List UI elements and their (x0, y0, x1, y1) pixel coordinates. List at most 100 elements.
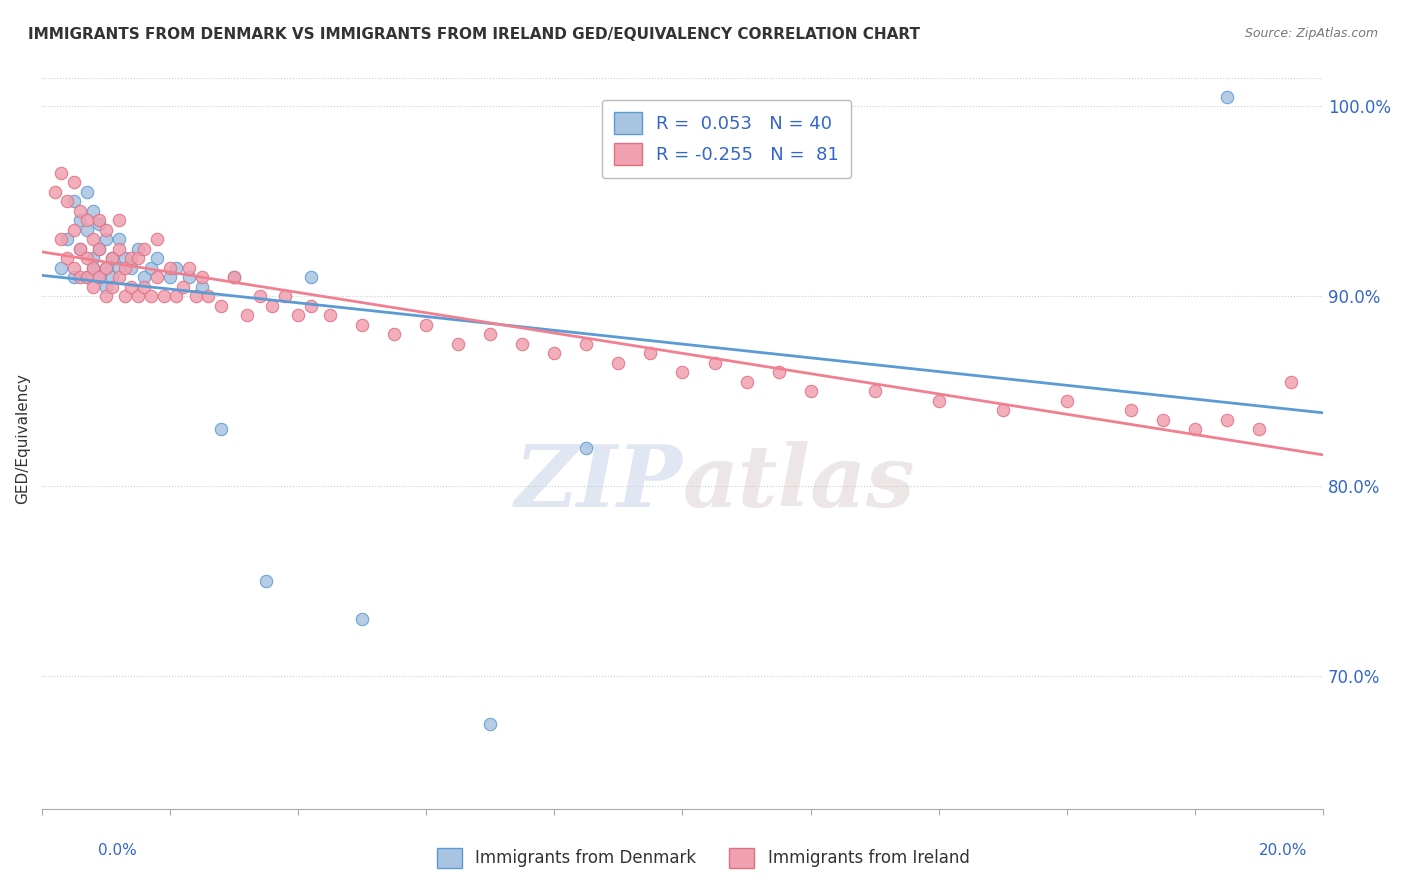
Point (63, 176, 86, 190)
Point (299, 299, 322, 313)
Point (63, 194, 86, 209)
Point (274, 289, 297, 303)
Point (479, 716, 502, 731)
Point (800, 384, 823, 399)
Point (262, 299, 284, 313)
Y-axis label: GED/Equivalency: GED/Equivalency (15, 374, 30, 504)
Point (146, 252, 169, 266)
Point (159, 270, 181, 285)
Point (114, 289, 136, 303)
Point (863, 384, 886, 399)
Point (1152, 413, 1174, 427)
Point (114, 260, 136, 275)
Point (44, 185, 66, 199)
Point (415, 318, 437, 332)
Point (94, 280, 117, 294)
Point (735, 375, 758, 389)
Point (159, 260, 181, 275)
Point (121, 252, 143, 266)
Point (107, 270, 129, 285)
Point (89, 217, 111, 231)
Point (287, 309, 309, 323)
Point (134, 242, 156, 256)
Point (703, 356, 725, 370)
Point (479, 327, 502, 342)
Legend: R =  0.053   N = 40, R = -0.255   N =  81: R = 0.053 N = 40, R = -0.255 N = 81 (602, 100, 852, 178)
Point (49, 166, 72, 180)
Point (63, 270, 86, 285)
Point (82, 232, 104, 246)
Point (49, 260, 72, 275)
Point (127, 242, 149, 256)
Point (107, 232, 129, 246)
Legend: Immigrants from Denmark, Immigrants from Ireland: Immigrants from Denmark, Immigrants from… (430, 841, 976, 875)
Point (209, 299, 232, 313)
Point (1279, 375, 1302, 389)
Point (134, 270, 156, 285)
Point (89, 270, 111, 285)
Point (1119, 403, 1142, 417)
Point (101, 252, 124, 266)
Point (76, 223, 98, 237)
Point (63, 223, 86, 237)
Point (222, 270, 245, 285)
Point (69, 270, 91, 285)
Point (63, 260, 86, 275)
Point (127, 252, 149, 266)
Point (121, 280, 143, 294)
Point (76, 252, 98, 266)
Point (152, 289, 174, 303)
Point (107, 213, 129, 227)
Text: 0.0%: 0.0% (98, 843, 138, 858)
Point (1056, 393, 1078, 408)
Point (101, 280, 124, 294)
Point (82, 280, 104, 294)
Point (928, 393, 950, 408)
Point (1216, 90, 1239, 104)
Point (165, 260, 187, 275)
Point (191, 270, 214, 285)
Point (89, 242, 111, 256)
Point (56, 232, 79, 246)
Point (222, 270, 245, 285)
Point (76, 185, 98, 199)
Point (139, 260, 162, 275)
Point (575, 442, 598, 456)
Point (82, 203, 104, 218)
Point (671, 365, 693, 379)
Point (236, 309, 259, 323)
Point (382, 327, 405, 342)
Point (56, 194, 79, 209)
Point (991, 403, 1014, 417)
Text: ZIP: ZIP (515, 442, 682, 524)
Point (69, 213, 91, 227)
Point (114, 252, 136, 266)
Point (107, 260, 129, 275)
Point (146, 270, 169, 285)
Point (69, 203, 91, 218)
Point (1216, 413, 1239, 427)
Point (179, 260, 201, 275)
Point (607, 356, 630, 370)
Point (768, 365, 790, 379)
Point (94, 260, 117, 275)
Point (299, 270, 322, 285)
Point (209, 422, 232, 436)
Point (82, 252, 104, 266)
Point (89, 270, 111, 285)
Point (543, 346, 565, 360)
Point (191, 280, 214, 294)
Point (254, 574, 277, 589)
Point (127, 289, 149, 303)
Point (49, 232, 72, 246)
Point (82, 260, 104, 275)
Point (640, 346, 662, 360)
Text: 20.0%: 20.0% (1260, 843, 1308, 858)
Point (76, 213, 98, 227)
Point (179, 270, 201, 285)
Point (352, 612, 374, 626)
Point (447, 336, 470, 351)
Text: atlas: atlas (682, 442, 915, 524)
Point (121, 260, 143, 275)
Point (94, 289, 117, 303)
